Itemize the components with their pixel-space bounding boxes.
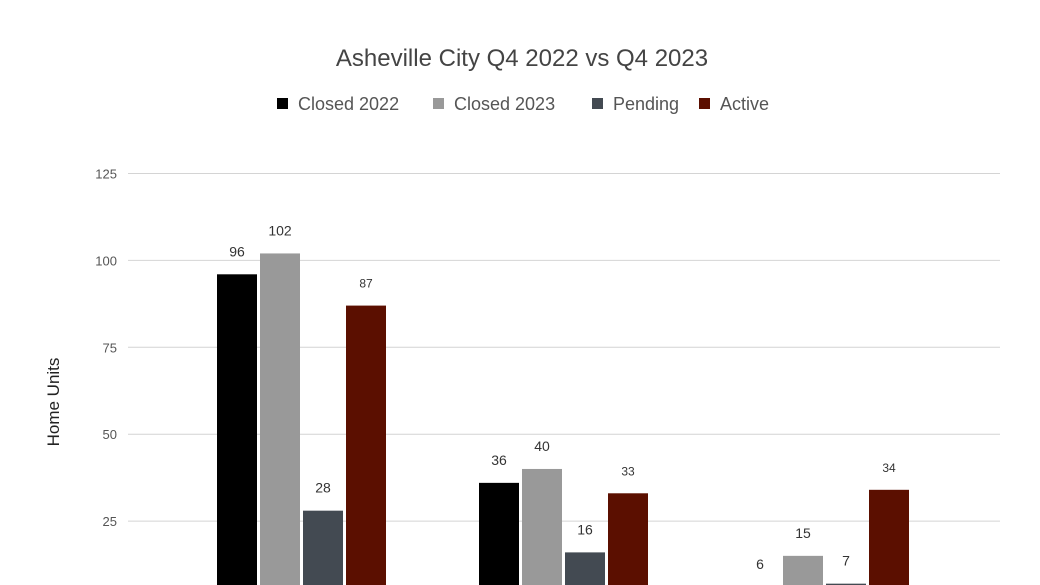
bar	[346, 305, 386, 585]
bar	[783, 555, 823, 585]
y-tick-label: 25	[103, 514, 117, 529]
legend-swatch	[277, 98, 288, 109]
data-label: 16	[577, 521, 593, 537]
bar-series	[217, 253, 909, 585]
bar	[565, 552, 605, 585]
bar	[522, 468, 562, 585]
data-label: 33	[621, 464, 635, 478]
data-label: 87	[359, 277, 373, 291]
chart-title: Asheville City Q4 2022 vs Q4 2023	[336, 45, 708, 72]
data-label: 40	[534, 438, 550, 454]
legend-label: Closed 2023	[454, 94, 555, 114]
y-axis-label: Home Units	[44, 358, 63, 447]
data-label: 7	[842, 553, 850, 569]
data-label: 28	[315, 480, 331, 496]
y-tick-label: 125	[95, 167, 117, 182]
y-tick-label: 75	[103, 340, 117, 355]
gridlines	[128, 173, 1000, 522]
bar	[608, 493, 648, 585]
legend-label: Active	[720, 94, 769, 114]
y-tick-label: 50	[103, 427, 117, 442]
data-label: 36	[491, 452, 507, 468]
data-labels: 96 36 6 102 40 15 28 16 7 87 33 34	[229, 222, 896, 572]
bar	[303, 510, 343, 585]
data-label: 6	[756, 556, 764, 572]
bar	[869, 489, 909, 585]
legend-label: Pending	[613, 94, 679, 114]
bar	[217, 274, 257, 585]
data-label: 96	[229, 243, 245, 259]
legend-swatch	[699, 98, 710, 109]
legend-swatch	[433, 98, 444, 109]
bar	[826, 583, 866, 585]
y-tick-label: 100	[95, 253, 117, 268]
legend-swatch	[592, 98, 603, 109]
data-label: 34	[882, 461, 896, 475]
data-label: 102	[268, 222, 292, 238]
data-label: 15	[795, 525, 811, 541]
bar	[260, 253, 300, 585]
chart-legend: Closed 2022 Closed 2023 Pending Active	[277, 94, 769, 114]
legend-label: Closed 2022	[298, 94, 399, 114]
bar	[479, 482, 519, 585]
y-axis-ticks: 25 50 75 100 125	[95, 167, 117, 530]
